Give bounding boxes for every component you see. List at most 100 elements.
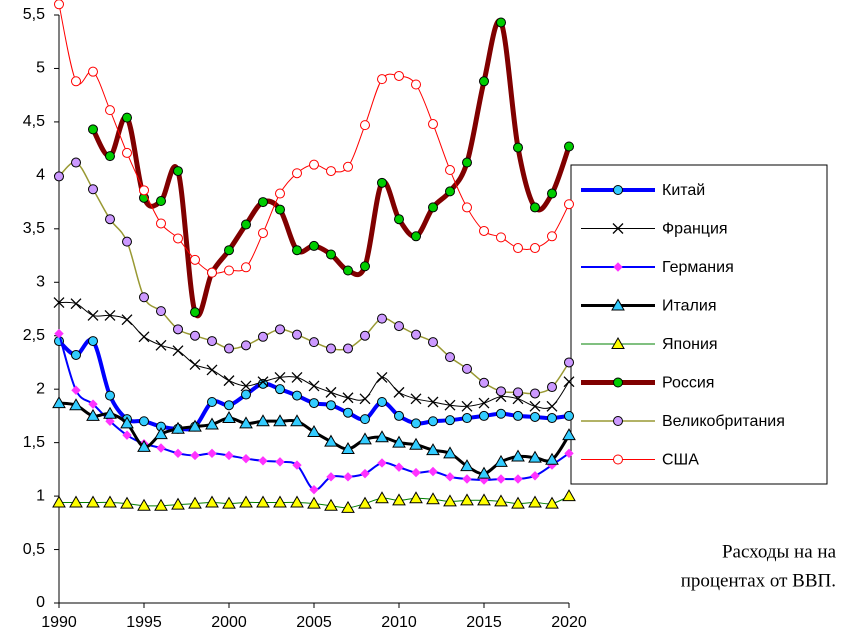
marker	[205, 495, 219, 508]
y-tick-label: 4,5	[23, 113, 45, 130]
marker	[156, 306, 166, 317]
marker	[307, 496, 321, 509]
marker	[103, 406, 117, 419]
marker	[207, 336, 217, 347]
marker	[71, 385, 81, 395]
marker	[275, 384, 285, 395]
marker	[54, 0, 64, 10]
marker	[341, 442, 355, 455]
marker	[53, 297, 65, 309]
marker	[545, 496, 559, 509]
marker	[392, 435, 406, 448]
marker	[120, 416, 134, 429]
marker	[409, 437, 423, 450]
marker	[173, 233, 183, 244]
y-tick-label: 0,5	[23, 541, 45, 558]
marker	[513, 142, 523, 153]
marker	[273, 495, 287, 508]
marker	[564, 141, 574, 152]
marker	[275, 204, 285, 215]
marker	[156, 196, 166, 207]
marker	[103, 495, 117, 508]
marker	[258, 456, 268, 466]
marker	[445, 352, 455, 363]
legend-box	[570, 164, 828, 485]
x-tick-label: 2005	[296, 614, 332, 631]
marker	[462, 474, 472, 484]
marker	[105, 151, 115, 162]
marker	[358, 432, 372, 445]
marker	[496, 474, 506, 484]
marker	[479, 410, 489, 421]
marker	[309, 240, 319, 251]
marker	[222, 496, 236, 509]
marker	[309, 398, 319, 409]
marker	[513, 410, 523, 421]
marker	[394, 321, 404, 332]
marker	[411, 329, 421, 340]
marker	[477, 493, 491, 506]
marker	[528, 495, 542, 508]
marker	[324, 498, 338, 511]
legend-marker	[613, 185, 623, 195]
annotation: Расходы на на	[722, 541, 837, 562]
marker	[325, 386, 337, 398]
marker	[291, 371, 303, 383]
marker	[428, 202, 438, 213]
marker	[477, 466, 491, 479]
marker	[326, 343, 336, 354]
marker	[138, 331, 150, 343]
marker	[326, 472, 336, 482]
marker	[496, 17, 506, 28]
marker	[156, 443, 166, 453]
marker	[494, 454, 508, 467]
legend-marker	[611, 298, 625, 311]
marker	[496, 386, 506, 397]
marker	[326, 249, 336, 260]
x-tick-label: 2010	[381, 614, 417, 631]
x-tick-label: 2020	[551, 614, 587, 631]
marker	[88, 184, 98, 195]
marker	[292, 460, 302, 470]
marker	[530, 388, 540, 399]
legend-label: Япония	[662, 336, 718, 353]
marker	[309, 484, 319, 495]
marker	[292, 329, 302, 340]
marker	[207, 397, 217, 408]
marker	[241, 340, 251, 351]
legend-label: Германия	[662, 259, 734, 276]
marker	[207, 448, 217, 459]
marker	[223, 375, 235, 387]
marker	[275, 457, 285, 467]
marker	[139, 416, 149, 427]
marker	[443, 446, 457, 459]
marker	[445, 186, 455, 197]
marker	[342, 392, 354, 404]
marker	[530, 471, 540, 481]
marker	[122, 236, 132, 247]
marker	[377, 458, 387, 468]
marker	[88, 66, 98, 77]
marker	[224, 343, 234, 354]
marker	[360, 330, 370, 341]
marker	[105, 390, 115, 401]
marker	[239, 495, 253, 508]
marker	[241, 389, 251, 400]
marker	[394, 410, 404, 421]
series-line	[58, 301, 570, 409]
marker	[71, 349, 81, 360]
marker	[308, 380, 320, 392]
series-line	[58, 333, 570, 491]
marker	[545, 452, 559, 465]
marker	[292, 168, 302, 179]
marker	[530, 243, 540, 254]
marker	[409, 491, 423, 504]
marker	[445, 415, 455, 426]
marker	[71, 76, 81, 87]
marker	[137, 498, 151, 511]
marker	[173, 166, 183, 177]
marker	[257, 376, 269, 388]
marker	[564, 448, 574, 459]
marker	[341, 500, 355, 513]
marker	[54, 328, 64, 339]
